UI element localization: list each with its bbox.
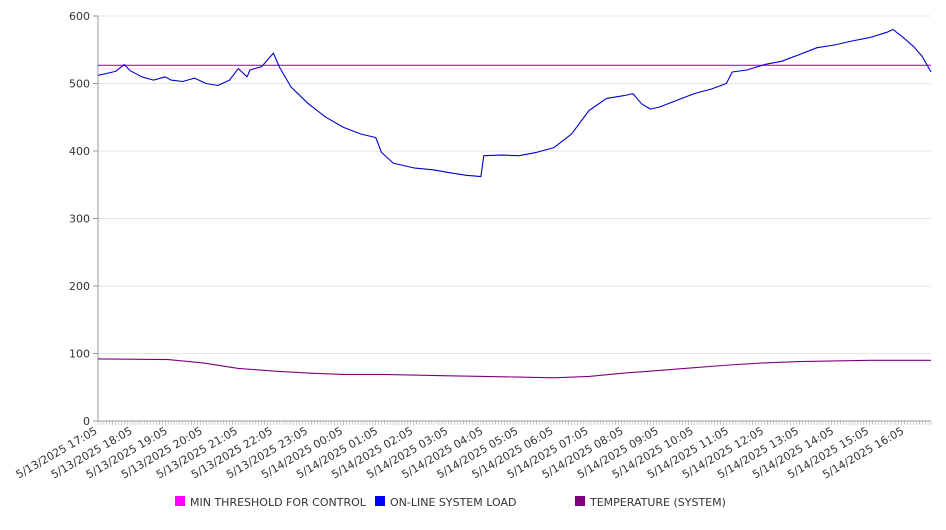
series-lines [97, 28, 932, 379]
legend: MIN THRESHOLD FOR CONTROL ON-LINE SYSTEM … [175, 496, 726, 509]
series-line-1 [97, 28, 932, 178]
y-tick-label: 200 [69, 280, 90, 293]
grid [98, 15, 931, 354]
legend-swatch [175, 496, 185, 506]
y-tick-label: 100 [69, 348, 90, 361]
y-tick-label: 600 [69, 10, 90, 23]
x-tick-labels: 5/13/2025 17:055/13/2025 18:055/13/2025 … [14, 424, 907, 481]
y-tick-label: 400 [69, 145, 90, 158]
legend-label: MIN THRESHOLD FOR CONTROL [190, 496, 367, 509]
y-tick-labels: 0 100 200 300 400 500 600 [69, 10, 90, 428]
y-tick-label: 300 [69, 213, 90, 226]
y-tick-label: 500 [69, 78, 90, 91]
legend-label: TEMPERATURE (SYSTEM) [589, 496, 726, 509]
axes [93, 15, 932, 425]
legend-label: ON-LINE SYSTEM LOAD [390, 496, 516, 509]
legend-swatch [375, 496, 385, 506]
legend-swatch [575, 496, 585, 506]
y-tick-label: 0 [83, 415, 90, 428]
series-line-2 [97, 358, 931, 379]
